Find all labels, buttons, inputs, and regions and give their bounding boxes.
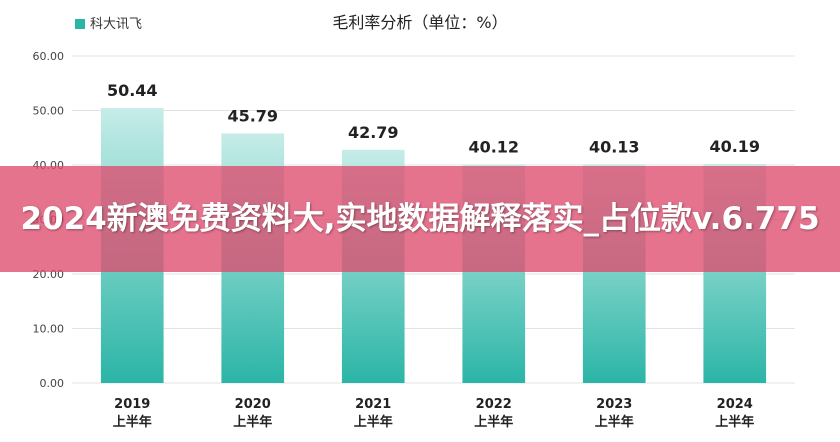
legend: 科大讯飞 [75, 17, 142, 32]
x-tick-label-half: 上半年 [474, 414, 513, 430]
x-tick-label-year: 2022 [476, 397, 512, 412]
x-axis-ticks: 2019 上半年 2020 上半年 2021 上半年 2022 上半年 2023 上半年 2024 上… [113, 397, 755, 430]
x-tick-label-half: 上半年 [354, 414, 393, 430]
banner-text: 2024新澳免费资料大,实地数据解释落实_占位款v.6.775 [20, 200, 820, 237]
y-tick-label: 0.00 [40, 377, 65, 390]
x-tick-label-year: 2024 [717, 397, 753, 412]
x-tick-label-year: 2023 [596, 397, 632, 412]
x-tick-label-half: 上半年 [595, 414, 634, 430]
data-label: 45.79 [227, 106, 278, 125]
chart-title: 毛利率分析（单位：%） [332, 13, 507, 32]
legend-swatch [75, 19, 85, 29]
data-label: 50.44 [107, 81, 158, 100]
data-label: 40.12 [468, 137, 519, 156]
x-tick-label-half: 上半年 [715, 414, 754, 430]
data-labels: 50.44 45.79 42.79 40.12 40.13 40.19 [107, 81, 760, 156]
data-label: 40.19 [709, 137, 760, 156]
x-tick-label-half: 上半年 [113, 414, 152, 430]
y-tick-label: 60.00 [33, 50, 65, 63]
x-tick-label-half: 上半年 [233, 414, 272, 430]
legend-label: 科大讯飞 [90, 17, 142, 32]
y-tick-label: 10.00 [33, 323, 65, 336]
x-tick-label-year: 2020 [235, 397, 271, 412]
x-tick-label-year: 2019 [114, 397, 150, 412]
y-tick-label: 50.00 [33, 105, 65, 118]
x-tick-label-year: 2021 [355, 397, 391, 412]
data-label: 42.79 [348, 123, 399, 142]
watermark-banner: 2024新澳免费资料大,实地数据解释落实_占位款v.6.775 [0, 166, 840, 272]
data-label: 40.13 [589, 137, 640, 156]
